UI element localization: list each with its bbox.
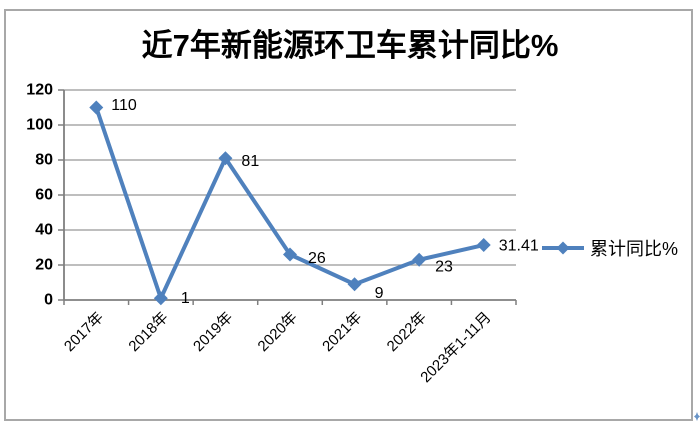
x-axis-label: 2018年 (125, 309, 171, 355)
data-label: 110 (111, 97, 137, 114)
x-axis-label: 2017年 (61, 309, 107, 355)
data-point-marker (412, 252, 427, 267)
legend-line-diamond-icon (542, 241, 584, 255)
chart-title: 近7年新能源环卫车累计同比% (141, 28, 559, 63)
data-point-marker (347, 277, 362, 292)
data-label: 26 (308, 250, 326, 267)
data-point-marker (476, 238, 491, 253)
data-label: 81 (241, 153, 259, 170)
x-axis-label: 2022年 (384, 309, 430, 355)
blue-corner-mark (694, 412, 700, 421)
data-label: 31.41 (499, 238, 539, 255)
data-label: 1 (181, 290, 190, 307)
y-axis-label: 80 (35, 152, 53, 169)
y-axis-label: 60 (35, 187, 53, 204)
y-axis-label: 0 (44, 292, 53, 309)
data-label: 9 (375, 285, 384, 302)
y-axis-label: 100 (26, 117, 53, 134)
x-axis-label: 2021年 (319, 309, 365, 355)
y-axis-label: 20 (35, 257, 53, 274)
chart-border-frame (4, 9, 693, 421)
legend: 累计同比% (541, 235, 678, 261)
data-point-marker (153, 291, 168, 306)
data-point-marker (283, 247, 297, 262)
x-axis-label: 2020年 (255, 309, 301, 355)
legend-label: 累计同比% (590, 239, 679, 259)
data-point-marker (89, 100, 104, 115)
data-label: 23 (435, 258, 453, 275)
y-axis-label: 120 (26, 82, 53, 99)
series-line (94, 105, 486, 301)
data-point-marker (218, 151, 233, 166)
y-axis-label: 40 (35, 222, 53, 239)
x-axis-label: 2019年 (190, 309, 236, 355)
